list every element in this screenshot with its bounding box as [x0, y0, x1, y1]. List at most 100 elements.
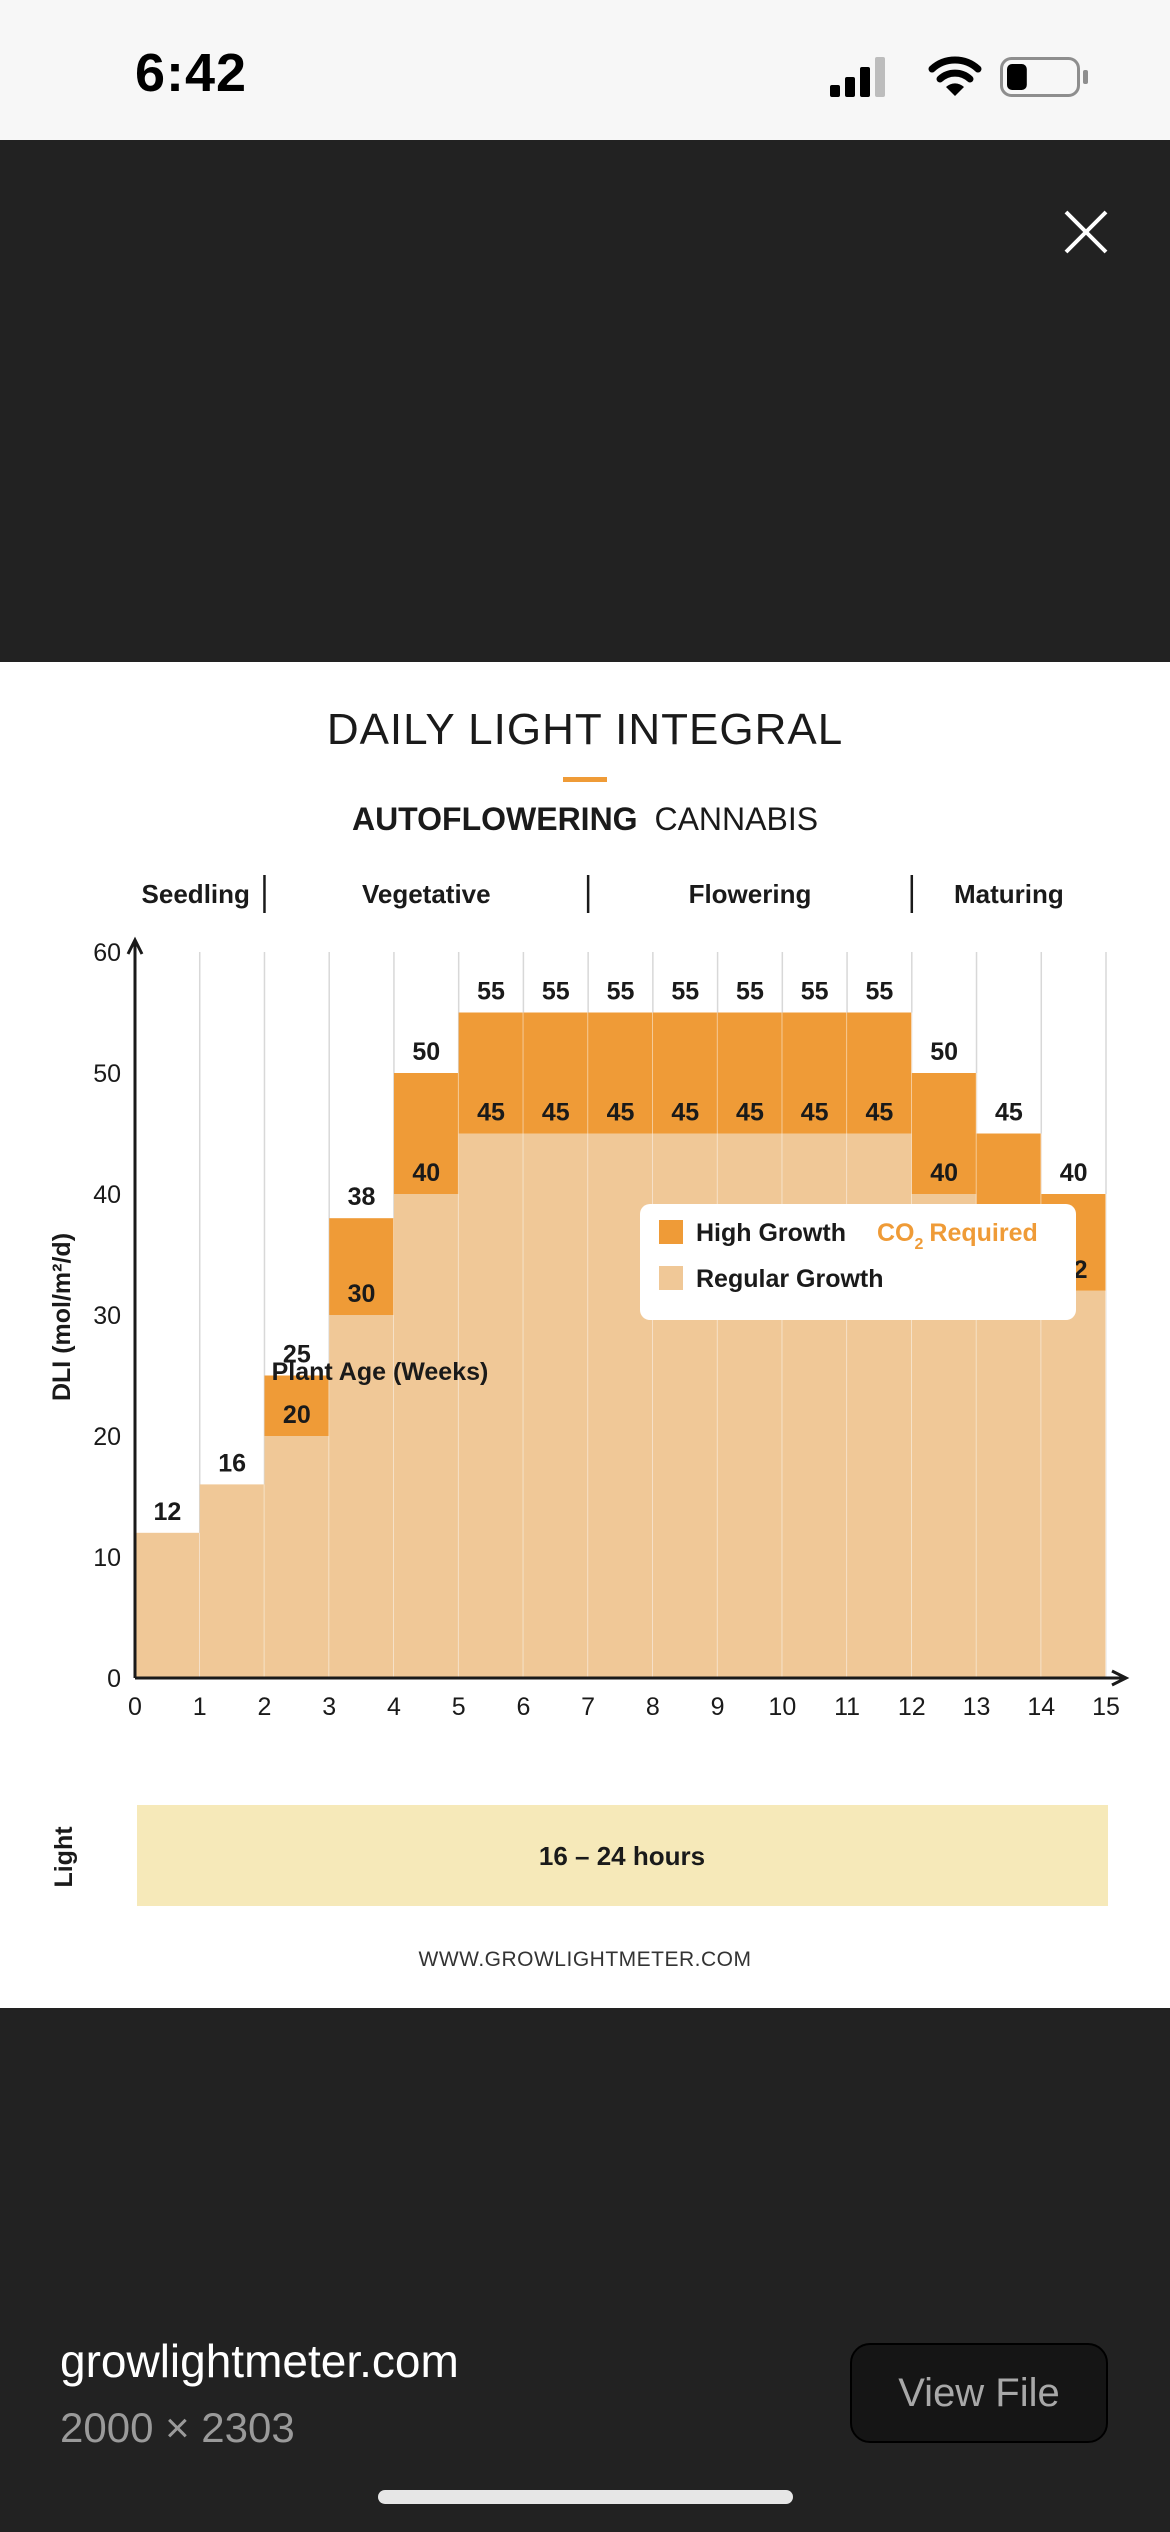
chart-legend: High Growth CO2 Required Regular Growth	[640, 1204, 1076, 1320]
bar-high-week-12	[847, 1012, 912, 1134]
x-axis-arrow	[1111, 1669, 1130, 1687]
home-indicator[interactable]	[378, 2490, 793, 2504]
data-label-regular-week-3: 20	[283, 1401, 311, 1429]
legend-co2-sub: 2	[915, 1236, 924, 1253]
x-tick-label-8: 8	[646, 1693, 660, 1721]
data-label-regular-week-4: 30	[348, 1280, 376, 1308]
status-bar: 6:42	[0, 0, 1170, 140]
y-tick-label-0: 0	[107, 1665, 121, 1693]
y-tick-label-10: 10	[93, 1544, 121, 1572]
x-tick-label-6: 6	[516, 1693, 530, 1721]
bar-high-week-11	[782, 1012, 848, 1134]
close-button[interactable]	[1046, 192, 1126, 272]
legend-co2-label: CO2 Required	[877, 1219, 1038, 1253]
data-label-high-week-14: 45	[995, 1099, 1023, 1127]
view-file-button[interactable]: View File	[850, 2343, 1108, 2443]
legend-box	[640, 1204, 1076, 1320]
x-tick-label-9: 9	[711, 1693, 725, 1721]
legend-swatch-high	[659, 1220, 683, 1244]
y-axis-arrow	[126, 936, 144, 955]
y-tick-label-60: 60	[93, 939, 121, 967]
data-label-high-week-4: 38	[348, 1183, 376, 1211]
y-axis-label: DLI (mol/m²/d)	[48, 1233, 76, 1401]
x-tick-label-1: 1	[193, 1693, 207, 1721]
title-underline	[563, 777, 607, 782]
legend-swatch-regular	[659, 1266, 683, 1290]
battery-icon	[1000, 57, 1088, 97]
bar-high-week-3	[264, 1375, 330, 1436]
subtitle-bold: AUTOFLOWERING	[352, 801, 638, 837]
data-label-high-week-13: 50	[930, 1038, 958, 1066]
stage-label-seedling: Seedling	[142, 879, 250, 909]
close-icon	[1064, 210, 1108, 254]
bar-high-week-13	[911, 1073, 977, 1194]
x-tick-label-11: 11	[834, 1693, 860, 1721]
bar-regular-week-1	[135, 1532, 200, 1678]
x-tick-label-3: 3	[322, 1693, 336, 1721]
data-label-regular-week-13: 40	[930, 1159, 958, 1187]
data-label-regular-week-12: 45	[866, 1099, 894, 1127]
legend-co2-suffix: Required	[929, 1219, 1037, 1247]
stage-label-vegetative: Vegetative	[362, 879, 491, 909]
data-label-high-week-9: 55	[671, 978, 699, 1006]
legend-regular-label: Regular Growth	[696, 1265, 884, 1293]
data-label-regular-week-11: 45	[801, 1099, 829, 1127]
data-label-regular-week-6: 45	[477, 1099, 505, 1127]
data-label-high-week-10: 55	[736, 978, 764, 1006]
light-hours: 16 – 24 hours	[539, 1841, 705, 1871]
data-label-regular-week-10: 45	[736, 1099, 764, 1127]
data-label-high-week-12: 55	[866, 978, 894, 1006]
data-label-high-week-11: 55	[801, 978, 829, 1006]
signal-icon	[830, 57, 885, 97]
data-label-high-week-6: 55	[477, 978, 505, 1006]
data-label-high-week-5: 50	[412, 1038, 440, 1066]
legend-co2: CO	[877, 1219, 915, 1247]
data-label-high-week-7: 55	[542, 978, 570, 1006]
stage-label-maturing: Maturing	[954, 879, 1064, 909]
data-label-high-week-8: 55	[607, 978, 635, 1006]
x-tick-label-12: 12	[898, 1693, 926, 1721]
x-tick-label-13: 13	[963, 1693, 991, 1721]
bar-regular-week-7	[523, 1133, 589, 1678]
data-label-regular-week-7: 45	[542, 1099, 570, 1127]
bar-regular-week-3	[264, 1436, 330, 1678]
y-tick-label-30: 30	[93, 1302, 121, 1330]
bar-high-week-9	[652, 1012, 718, 1134]
status-icons	[830, 55, 1090, 99]
image-panel[interactable]: DAILY LIGHT INTEGRAL AUTOFLOWERING CANNA…	[0, 662, 1170, 2008]
bar-regular-week-5	[393, 1194, 459, 1678]
viewer-bottom-area	[0, 2008, 1170, 2532]
x-tick-label-5: 5	[452, 1693, 466, 1721]
x-tick-label-2: 2	[258, 1693, 272, 1721]
data-label-regular-week-5: 40	[412, 1159, 440, 1187]
stage-labels: Seedling Vegetative Flowering Maturing	[142, 875, 1064, 913]
subtitle-regular: CANNABIS	[654, 801, 818, 837]
data-label-regular-week-8: 45	[607, 1099, 635, 1127]
bar-high-week-6	[458, 1012, 524, 1134]
bar-high-week-8	[588, 1012, 653, 1134]
bar-regular-week-6	[458, 1133, 524, 1678]
infographic: DAILY LIGHT INTEGRAL AUTOFLOWERING CANNA…	[48, 705, 1130, 1971]
x-tick-label-0: 0	[128, 1693, 142, 1721]
x-tick-label-14: 14	[1027, 1693, 1055, 1721]
viewer-top-area	[0, 140, 1170, 662]
bar-regular-week-4	[329, 1315, 394, 1678]
x-tick-label-10: 10	[768, 1693, 796, 1721]
x-tick-label-4: 4	[387, 1693, 401, 1721]
bar-high-week-4	[329, 1218, 394, 1315]
light-label: Light	[50, 1826, 78, 1888]
bar-high-week-10	[717, 1012, 783, 1134]
website-url: WWW.GROWLIGHTMETER.COM	[419, 1948, 752, 1971]
image-dimensions: 2000 × 2303	[60, 2404, 295, 2451]
data-label-regular-week-1: 12	[153, 1498, 181, 1526]
x-tick-label-7: 7	[581, 1693, 595, 1721]
status-time: 6:42	[135, 43, 248, 103]
data-label-regular-week-9: 45	[671, 1099, 699, 1127]
y-tick-label-20: 20	[93, 1423, 121, 1451]
source-domain[interactable]: growlightmeter.com	[60, 2335, 459, 2387]
x-tick-label-15: 15	[1092, 1693, 1120, 1721]
bar-high-week-7	[523, 1012, 589, 1134]
bar-regular-week-2	[199, 1484, 265, 1678]
infographic-title: DAILY LIGHT INTEGRAL	[327, 705, 843, 754]
